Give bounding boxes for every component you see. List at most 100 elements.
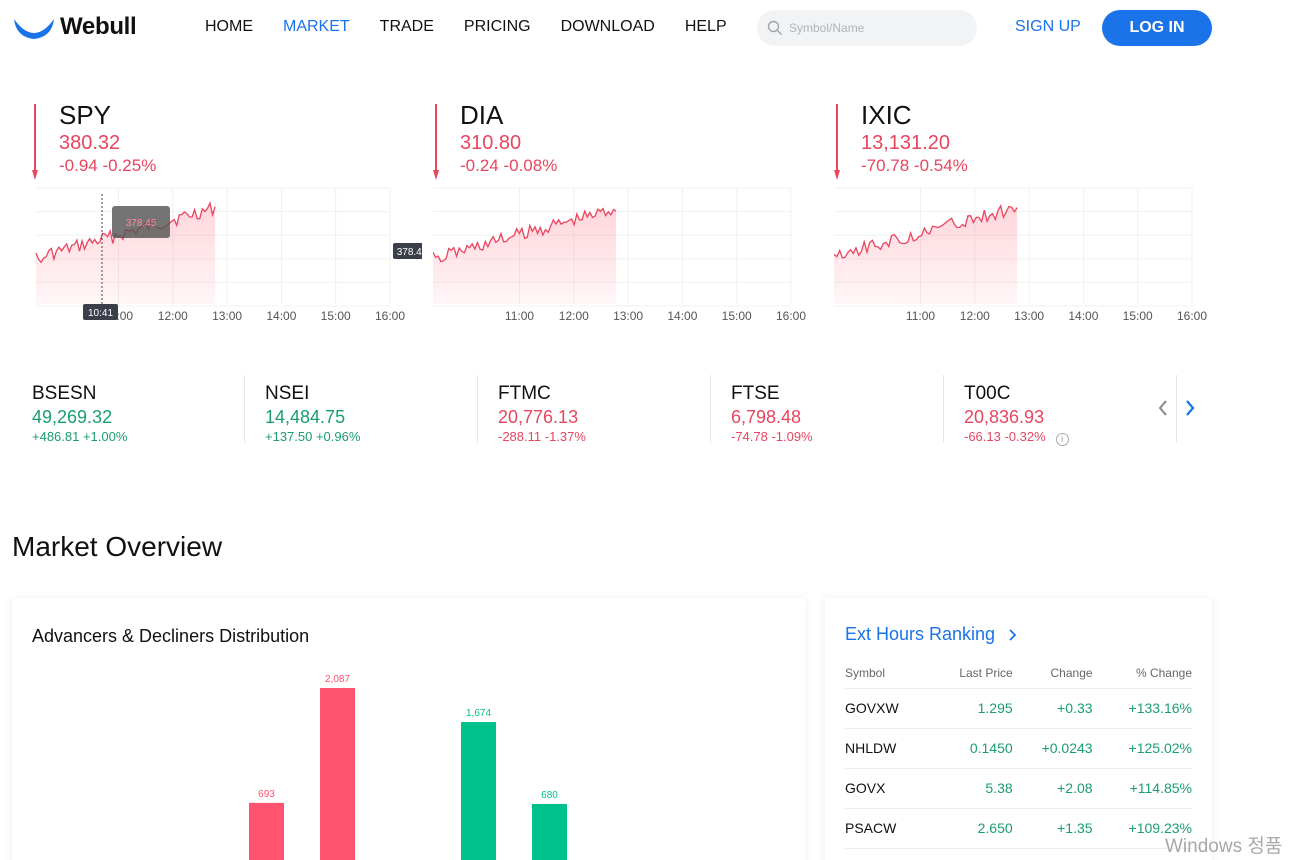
nav-market[interactable]: MARKET: [283, 18, 350, 35]
global-index-change: -288.11 -1.37%: [498, 429, 586, 444]
x-tick-label: 13:00: [212, 309, 242, 323]
advancers-decliners-card: Advancers & Decliners Distribution 693 2,…: [12, 598, 805, 860]
logo-text: Webull: [60, 13, 137, 40]
last-price-cell: 0.1450: [929, 728, 1013, 769]
divider: [244, 375, 245, 443]
last-price-cell: 1.295: [929, 688, 1013, 729]
tooltip-value: 378.45: [126, 218, 157, 229]
nav-download[interactable]: DOWNLOAD: [560, 18, 655, 35]
global-index-change: +486.81 +1.00%: [32, 429, 128, 444]
value-badge-label: 378.45: [397, 247, 422, 258]
change-cell: +0.33: [1012, 688, 1093, 729]
x-tick-label: 12:00: [960, 309, 990, 323]
x-tick-label: 12:00: [158, 309, 188, 323]
time-badge-label: 10:41: [88, 308, 113, 319]
x-tick-label: 11:00: [906, 309, 935, 323]
pct-change-cell: +125.02%: [1092, 728, 1192, 769]
sign-up-link[interactable]: SIGN UP: [1015, 18, 1081, 35]
bar-value-label: 693: [258, 789, 275, 800]
global-index-card[interactable]: BSESN 49,269.32 +486.81 +1.00%: [32, 375, 265, 445]
ext-hours-ranking-link[interactable]: Ext Hours Ranking: [845, 624, 1021, 645]
global-index-card[interactable]: NSEI 14,484.75 +137.50 +0.96%: [265, 375, 498, 445]
last-price-cell: 5.38: [929, 768, 1013, 809]
x-tick-label: 16:00: [776, 309, 806, 323]
down-arrow-icon: [32, 104, 38, 180]
next-arrow-button[interactable]: [1181, 395, 1199, 421]
x-tick-label: 14:00: [266, 309, 296, 323]
index-symbol: SPY: [59, 100, 112, 130]
index-price: 310.80: [460, 132, 522, 154]
global-index-card[interactable]: FTSE 6,798.48 -74.78 -1.09%: [731, 375, 964, 445]
index-change: -70.78 -0.54%: [861, 156, 968, 175]
index-price: 380.32: [59, 132, 121, 154]
global-index-symbol: T00C: [964, 383, 1011, 404]
nav-trade[interactable]: TRADE: [379, 18, 434, 35]
index-symbol: IXIC: [861, 100, 912, 130]
advancers-decliners-title: Advancers & Decliners Distribution: [32, 626, 310, 646]
table-row[interactable]: PSACW 2.650 +1.35 +109.23%: [845, 808, 1192, 849]
global-index-card[interactable]: T00C 20,836.93 -66.13 -0.32% i: [964, 375, 1197, 446]
global-index-change: -74.78 -1.09%: [731, 429, 813, 444]
index-intraday-chart[interactable]: 11:00 12:00 13:00 14:00 15:00 16:00: [433, 186, 823, 326]
table-row[interactable]: GOVX 5.38 +2.08 +114.85%: [845, 768, 1192, 809]
column-header: % Change: [1092, 658, 1192, 689]
nav-home[interactable]: HOME: [205, 18, 253, 35]
chevron-right-icon: [1186, 400, 1195, 416]
x-tick-label: 15:00: [321, 309, 351, 323]
bar-value-label: 680: [541, 790, 558, 801]
index-change: -0.24 -0.08%: [460, 156, 558, 175]
price-area: [433, 208, 617, 304]
x-tick-label: 11:00: [505, 309, 534, 323]
divider: [1176, 379, 1177, 441]
x-tick-label: 14:00: [667, 309, 697, 323]
nav-pricing[interactable]: PRICING: [463, 18, 531, 35]
global-index-card[interactable]: FTMC 20,776.13 -288.11 -1.37%: [498, 375, 731, 445]
chevron-right-icon: [1009, 628, 1017, 641]
global-index-price: 14,484.75: [265, 407, 346, 427]
top-header: Webull HOME MARKET TRADE PRICING DOWNLOA…: [0, 0, 1299, 56]
index-panel-spy[interactable]: SPY 380.32 -0.94 -0.25% 11:00 12:00 13:00 1…: [32, 98, 422, 328]
webull-logo-icon: [14, 19, 54, 39]
index-intraday-chart[interactable]: 11:00 12:00 13:00 14:00 15:00 16:00: [834, 186, 1224, 326]
x-tick-label: 15:00: [1123, 309, 1153, 323]
search-icon: [767, 20, 782, 35]
global-index-symbol: BSESN: [32, 383, 97, 404]
distribution-bar: [532, 803, 567, 860]
nav-help[interactable]: HELP: [684, 18, 727, 35]
price-area: [834, 205, 1018, 304]
time-badge: [83, 304, 118, 320]
down-arrow-icon: [834, 104, 840, 180]
index-price: 13,131.20: [861, 132, 950, 154]
price-line: [834, 204, 1018, 259]
value-badge: [393, 243, 422, 259]
index-panel-ixic[interactable]: IXIC 13,131.20 -70.78 -0.54% 11:00 12:00 1…: [834, 98, 1224, 328]
search-input[interactable]: [789, 21, 969, 35]
table-row[interactable]: NHLDW 0.1450 +0.0243 +125.02%: [845, 728, 1192, 769]
index-panel-dia[interactable]: DIA 310.80 -0.24 -0.08% 11:00 12:00 13:00 1…: [433, 98, 823, 328]
x-tick-label: 15:00: [722, 309, 752, 323]
symbol-cell: GOVX: [845, 768, 930, 809]
x-tick-label: 16:00: [1177, 309, 1207, 323]
info-icon[interactable]: i: [1055, 433, 1069, 446]
bar-value-label: 1,674: [466, 708, 491, 719]
table-header-row: Symbol Last Price Change % Change: [845, 658, 1192, 689]
prev-arrow-button[interactable]: [1154, 395, 1172, 421]
log-in-button[interactable]: LOG IN: [1102, 10, 1212, 46]
webull-logo[interactable]: Webull: [12, 13, 137, 41]
distribution-bar: [461, 722, 496, 860]
index-intraday-chart[interactable]: 11:00 12:00 13:00 14:00 15:00 16:00378.4510:4…: [32, 186, 422, 326]
search-box[interactable]: [757, 10, 977, 46]
index-change: -0.94 -0.25%: [59, 156, 157, 175]
ext-hours-table: Symbol Last Price Change % Change GOVXW …: [845, 658, 1192, 849]
ext-hours-ranking-title: Ext Hours Ranking: [845, 624, 996, 644]
global-index-price: 20,776.13: [498, 407, 579, 427]
x-tick-label: 13:00: [1014, 309, 1044, 323]
pct-change-cell: +114.85%: [1092, 768, 1192, 809]
advancers-decliners-chart: 693 2,087 1,674 680: [249, 674, 567, 860]
table-row[interactable]: GOVXW 1.295 +0.33 +133.16%: [845, 688, 1192, 729]
global-indices-strip: BSESN 49,269.32 +486.81 +1.00% NSEI 14,4…: [0, 375, 1299, 447]
column-header: Symbol: [845, 658, 930, 689]
x-tick-label: 13:00: [613, 309, 643, 323]
price-line: [433, 207, 617, 263]
last-price-cell: 2.650: [929, 808, 1013, 849]
